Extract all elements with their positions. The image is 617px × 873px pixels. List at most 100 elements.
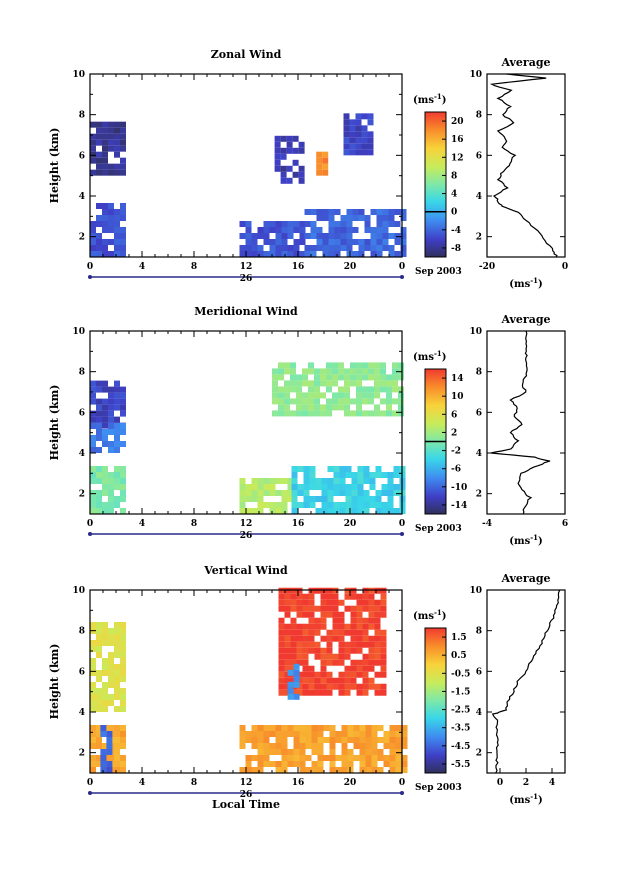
x-tick-label: 0: [87, 778, 93, 788]
date-label: 26: [240, 531, 253, 541]
heatmap-cells: [90, 362, 406, 514]
colorbar-unit: (ms-1): [413, 349, 446, 363]
colorbar-tick-label: 14: [451, 374, 464, 384]
colorbar-tick-label: -10: [451, 483, 467, 493]
x-tick-label: 4: [139, 519, 145, 529]
average-title: Average: [500, 56, 550, 69]
panel-title: Zonal Wind: [211, 48, 282, 61]
x-tick-label: 12: [240, 778, 253, 788]
heatmap-region: [90, 423, 126, 453]
average-panel: Average 2 4 6 8 10 -20 0 (ms-1): [469, 56, 568, 290]
x-tick-label: 4: [139, 778, 145, 788]
y-tick-label: 2: [79, 233, 85, 243]
average-profile-line: [490, 330, 551, 515]
average-y-tick-label: 2: [476, 749, 482, 759]
average-y-tick-label: 6: [476, 408, 482, 418]
heatmap-region: [90, 121, 126, 176]
panel-title: Meridional Wind: [194, 305, 298, 318]
x-tick-label: 0: [399, 778, 405, 788]
y-tick-label: 8: [79, 368, 85, 378]
x-tick-label: 4: [139, 262, 145, 272]
date-bar-end: [400, 532, 404, 536]
colorbar-tick-label: -6: [451, 465, 461, 475]
average-y-tick-label: 10: [469, 586, 482, 596]
average-y-tick-label: 8: [476, 111, 482, 121]
heatmap-region: [90, 466, 126, 514]
colorbar-tick-label: 10: [451, 392, 464, 402]
heatmap-region: [90, 622, 126, 712]
y-tick-label: 4: [79, 192, 85, 202]
average-y-tick-label: 6: [476, 151, 482, 161]
date-bar-start: [88, 275, 92, 279]
y-tick-label: 2: [79, 490, 85, 500]
average-x-tick-label: 2: [523, 778, 529, 788]
x-tick-label: 8: [191, 262, 197, 272]
x-tick-label: 0: [87, 262, 93, 272]
colorbar-tick-label: -1.5: [451, 687, 470, 697]
y-tick-label: 6: [79, 408, 85, 418]
x-tick-label: 20: [344, 262, 357, 272]
y-tick-label: 8: [79, 627, 85, 637]
x-tick-label: 0: [399, 519, 405, 529]
average-panel: Average 2 4 6 8 10 -4 6 (ms-1): [469, 313, 568, 547]
y-tick-label: 6: [79, 151, 85, 161]
date-bar-start: [88, 532, 92, 536]
heatmap-region: [274, 135, 305, 184]
colorbar-tick-label: 0.5: [451, 651, 467, 661]
heatmap-region: [90, 203, 126, 257]
x-tick-label: 8: [191, 519, 197, 529]
colorbar-tick-label: 8: [451, 171, 457, 181]
heatmap-region: [343, 113, 374, 156]
average-x-label: (ms-1): [509, 533, 542, 547]
heatmap-region: [304, 209, 407, 257]
date-bar-end: [400, 275, 404, 279]
colorbar-tick-label: -4: [451, 226, 461, 236]
panel-title: Vertical Wind: [203, 564, 288, 577]
colorbar-tick-label: 12: [451, 153, 464, 163]
heatmap-region: [287, 663, 300, 700]
panel-1: Meridional Wind 0 4 8 12 16 20 0 2 4 6 8 10 Height (k…: [48, 305, 568, 547]
heatmap-region: [316, 151, 329, 176]
colorbar-tick-label: 1.5: [451, 633, 467, 643]
colorbar-tick-label: -14: [451, 501, 467, 511]
x-tick-label: 16: [292, 778, 305, 788]
colorbar-tick-label: -2: [451, 447, 461, 457]
heatmap-cells: [90, 587, 408, 773]
y-axis-label: Height (km): [48, 385, 61, 461]
colorbar-unit: (ms-1): [413, 608, 446, 622]
average-y-tick-label: 4: [476, 192, 482, 202]
heatmap-region: [100, 725, 113, 773]
x-tick-label: 20: [344, 519, 357, 529]
average-panel: Average 2 4 6 8 10 0 2 4 (ms-1): [469, 572, 566, 806]
colorbar-tick-label: 16: [451, 135, 464, 145]
y-axis-label: Height (km): [48, 128, 61, 204]
colorbar-unit: (ms-1): [413, 92, 446, 106]
colorbar-tick-label: -4.5: [451, 742, 470, 752]
x-tick-label: 0: [399, 262, 405, 272]
heatmap-region: [239, 478, 294, 514]
average-y-tick-label: 2: [476, 490, 482, 500]
average-frame: [486, 73, 566, 258]
average-title: Average: [500, 313, 550, 326]
date-bar-start: [88, 791, 92, 795]
average-y-tick-label: 6: [476, 667, 482, 677]
y-tick-label: 4: [79, 449, 85, 459]
y-tick-label: 2: [79, 749, 85, 759]
date-bar-end: [400, 791, 404, 795]
average-y-tick-label: 8: [476, 368, 482, 378]
x-tick-label: 20: [344, 778, 357, 788]
x-tick-label: 16: [292, 262, 305, 272]
y-axis-label: Height (km): [48, 644, 61, 720]
average-profile-line: [489, 73, 558, 258]
average-x-tick-label: 0: [497, 778, 503, 788]
colorbar-tick-label: 20: [451, 117, 464, 127]
heatmap-region: [239, 221, 306, 257]
colorbar-tick-label: -5.5: [451, 760, 470, 770]
x-tick-label: 12: [240, 519, 253, 529]
x-tick-label: 12: [240, 262, 253, 272]
average-x-label: (ms-1): [509, 276, 542, 290]
heatmap-region: [239, 725, 408, 773]
x-tick-label: 16: [292, 519, 305, 529]
